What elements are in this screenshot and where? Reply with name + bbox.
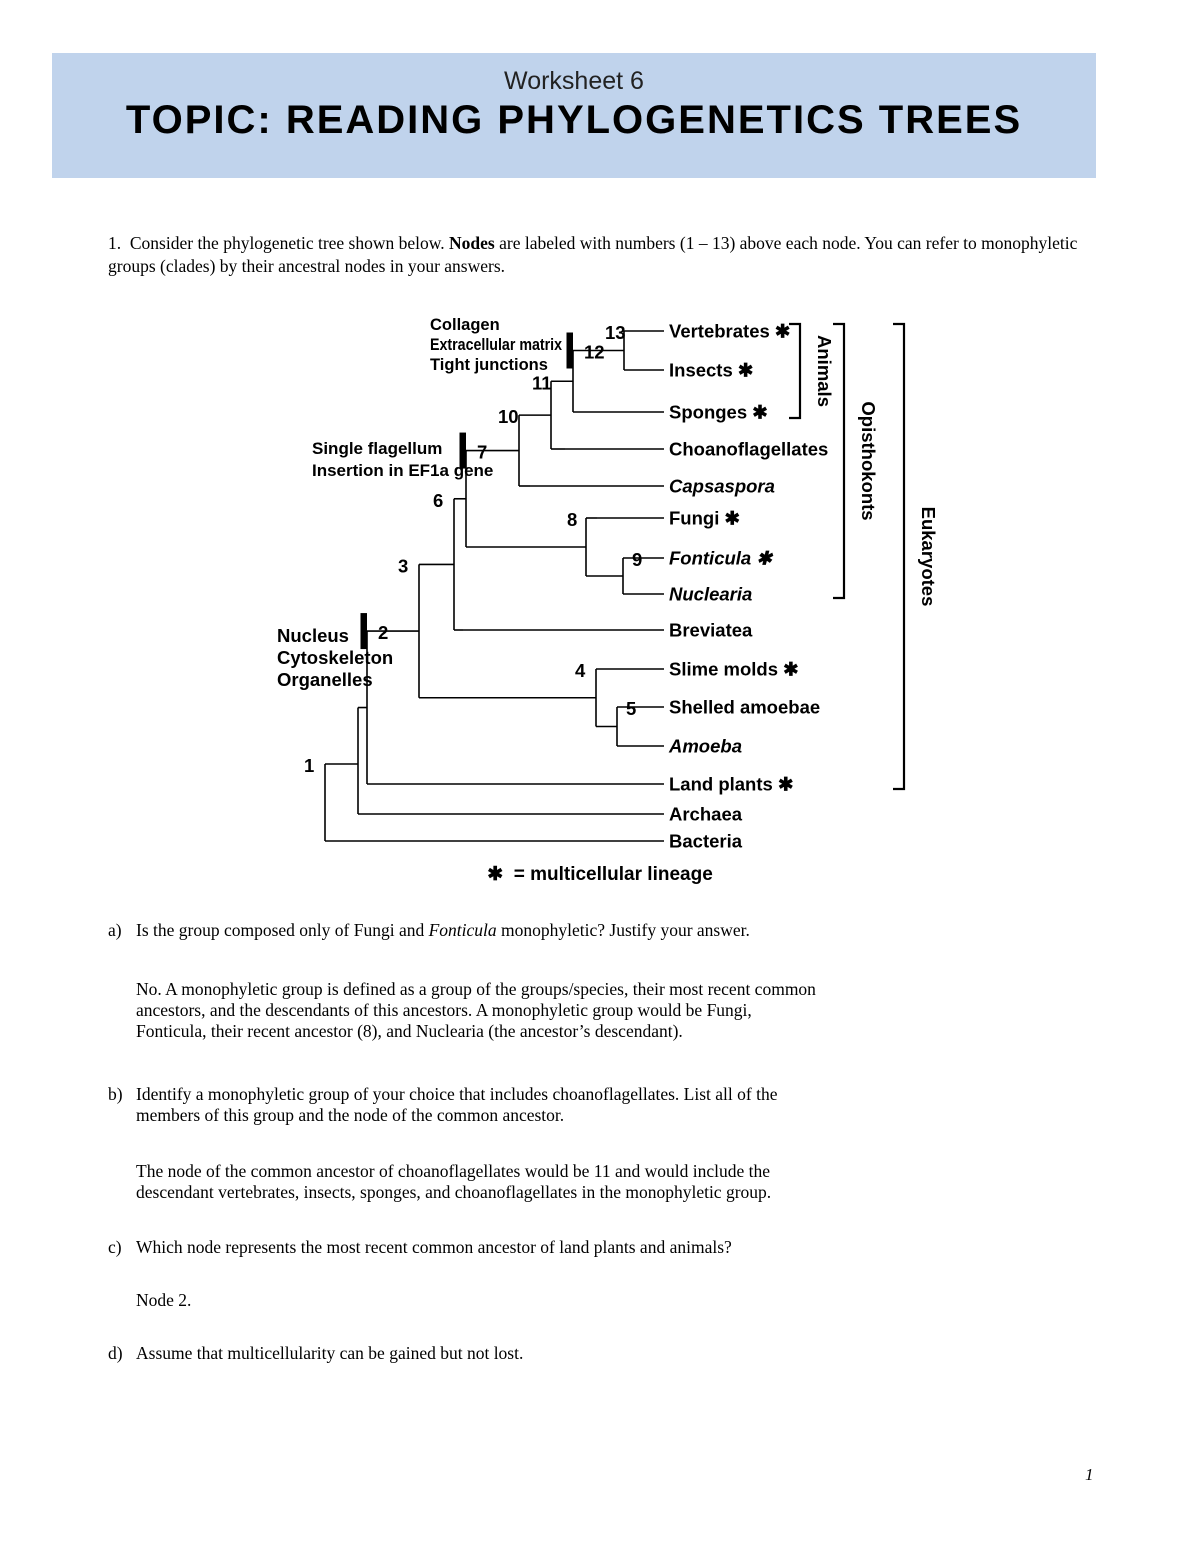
svg-text:Organelles: Organelles: [277, 669, 373, 690]
svg-text:2: 2: [378, 622, 388, 643]
svg-text:Slime molds ✱: Slime molds ✱: [669, 659, 799, 680]
svg-text:Insertion in EF1a gene: Insertion in EF1a gene: [312, 461, 493, 480]
svg-text:Sponges ✱: Sponges ✱: [669, 402, 768, 423]
svg-text:11: 11: [532, 372, 552, 393]
svg-text:1: 1: [304, 755, 314, 776]
svg-text:Extracellular matrix: Extracellular matrix: [430, 336, 563, 354]
svg-text:Vertebrates ✱: Vertebrates ✱: [669, 321, 791, 342]
svg-text:Capsaspora: Capsaspora: [669, 476, 775, 497]
svg-text:Breviatea: Breviatea: [669, 620, 753, 641]
svg-text:Eukaryotes: Eukaryotes: [918, 507, 939, 607]
svg-text:9: 9: [632, 549, 642, 570]
svg-text:Fungi ✱: Fungi ✱: [669, 508, 740, 529]
svg-text:Fonticula ✱: Fonticula ✱: [669, 548, 773, 569]
svg-text:Animals: Animals: [814, 335, 835, 407]
svg-text:Opisthokonts: Opisthokonts: [858, 401, 879, 520]
svg-text:Choanoflagellates: Choanoflagellates: [669, 439, 828, 460]
svg-text:Nucleus: Nucleus: [277, 625, 349, 646]
svg-text:Shelled amoebae: Shelled amoebae: [669, 697, 820, 718]
svg-text:6: 6: [433, 490, 443, 511]
svg-text:Nuclearia: Nuclearia: [669, 584, 752, 605]
svg-text:4: 4: [575, 660, 586, 681]
svg-text:Single flagellum: Single flagellum: [312, 439, 442, 458]
svg-text:Land plants ✱: Land plants ✱: [669, 774, 794, 795]
svg-text:10: 10: [498, 406, 519, 427]
svg-text:12: 12: [584, 342, 605, 363]
svg-text:Archaea: Archaea: [669, 804, 743, 825]
svg-text:Tight junctions: Tight junctions: [430, 356, 548, 374]
svg-text:13: 13: [605, 322, 626, 343]
svg-text:3: 3: [398, 555, 408, 576]
svg-text:5: 5: [626, 698, 636, 719]
svg-text:Cytoskeleton: Cytoskeleton: [277, 647, 393, 668]
svg-text:Bacteria: Bacteria: [669, 831, 743, 852]
svg-text:Collagen: Collagen: [430, 316, 500, 334]
svg-text:Amoeba: Amoeba: [668, 736, 742, 757]
svg-text:7: 7: [477, 442, 487, 463]
svg-text:8: 8: [567, 509, 577, 530]
svg-text:Insects ✱: Insects ✱: [669, 360, 754, 381]
